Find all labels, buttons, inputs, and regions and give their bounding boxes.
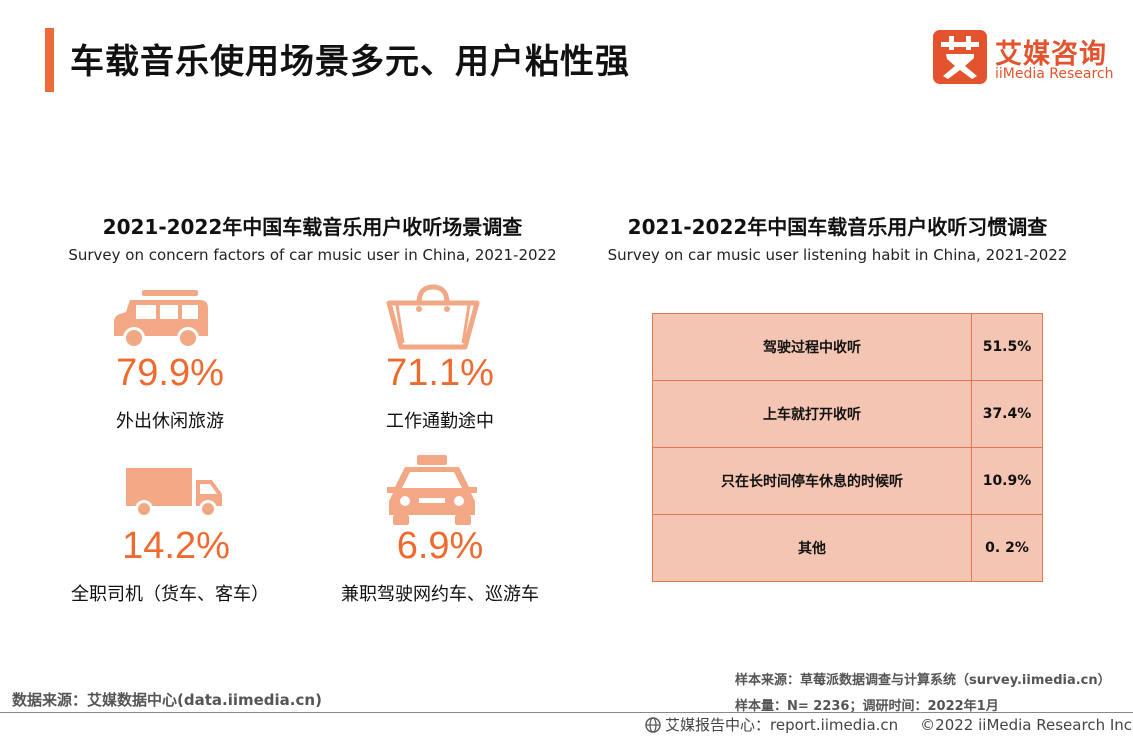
habit-value: 51.5% bbox=[971, 313, 1043, 381]
iimedia-logo: 艾媒咨询 iiMedia Research bbox=[933, 30, 1118, 86]
title-accent-bar bbox=[45, 28, 54, 92]
table-row: 上车就打开收听 37.4% bbox=[652, 380, 1043, 448]
copyright: ©2022 iiMedia Research Inc bbox=[920, 716, 1133, 734]
logo-text-cn: 艾媒咨询 bbox=[995, 39, 1107, 70]
scene-value-1: 79.9% bbox=[116, 352, 224, 394]
scene-survey-subtitle: Survey on concern factors of car music u… bbox=[68, 246, 557, 264]
scene-value-2: 71.1% bbox=[386, 352, 494, 394]
logo-text-en: iiMedia Research bbox=[995, 66, 1114, 82]
habit-value: 37.4% bbox=[971, 380, 1043, 448]
sample-source: 样本来源：草莓派数据调查与计算系统（survey.iimedia.cn） bbox=[735, 673, 1111, 688]
scene-label-4: 兼职驾驶网约车、巡游车 bbox=[341, 584, 539, 605]
habit-name: 驾驶过程中收听 bbox=[652, 313, 972, 381]
table-row: 其他 0. 2% bbox=[652, 514, 1043, 582]
scene-value-3: 14.2% bbox=[122, 525, 230, 567]
logo-mark-icon bbox=[933, 30, 987, 84]
habit-name: 其他 bbox=[652, 514, 972, 582]
scene-label-1: 外出休闲旅游 bbox=[116, 411, 224, 432]
suv-icon bbox=[112, 290, 210, 356]
habit-name: 只在长时间停车休息的时候听 bbox=[652, 447, 972, 515]
globe-icon bbox=[645, 717, 661, 737]
table-row: 驾驶过程中收听 51.5% bbox=[652, 313, 1043, 381]
sample-size: 样本量：N= 2236；调研时间：2022年1月 bbox=[735, 699, 999, 714]
habit-value: 0. 2% bbox=[971, 514, 1043, 582]
scene-label-3: 全职司机（货车、客车） bbox=[71, 584, 269, 605]
report-center-link[interactable]: 艾媒报告中心：report.iimedia.cn bbox=[665, 716, 899, 734]
page-title: 车载音乐使用场景多元、用户粘性强 bbox=[70, 42, 630, 82]
handbag-icon bbox=[383, 283, 483, 355]
scene-value-4: 6.9% bbox=[396, 525, 484, 567]
habit-value: 10.9% bbox=[971, 447, 1043, 515]
footer-divider bbox=[0, 712, 1133, 713]
habit-survey-title: 2021-2022年中国车载音乐用户收听习惯调查 bbox=[627, 215, 1048, 239]
scene-survey-title: 2021-2022年中国车载音乐用户收听场景调查 bbox=[102, 215, 523, 239]
habit-table: 驾驶过程中收听 51.5% 上车就打开收听 37.4% 只在长时间停车休息的时候… bbox=[652, 313, 1043, 582]
habit-name: 上车就打开收听 bbox=[652, 380, 972, 448]
scene-label-2: 工作通勤途中 bbox=[386, 411, 494, 432]
table-row: 只在长时间停车休息的时候听 10.9% bbox=[652, 447, 1043, 515]
taxi-icon bbox=[383, 455, 481, 531]
habit-survey-subtitle: Survey on car music user listening habit… bbox=[607, 246, 1068, 264]
truck-icon bbox=[126, 468, 224, 524]
data-source: 数据来源：艾媒数据中心(data.iimedia.cn) bbox=[12, 691, 322, 709]
footer-bar: 艾媒报告中心：report.iimedia.cn ©2022 iiMedia Re… bbox=[645, 714, 1132, 737]
